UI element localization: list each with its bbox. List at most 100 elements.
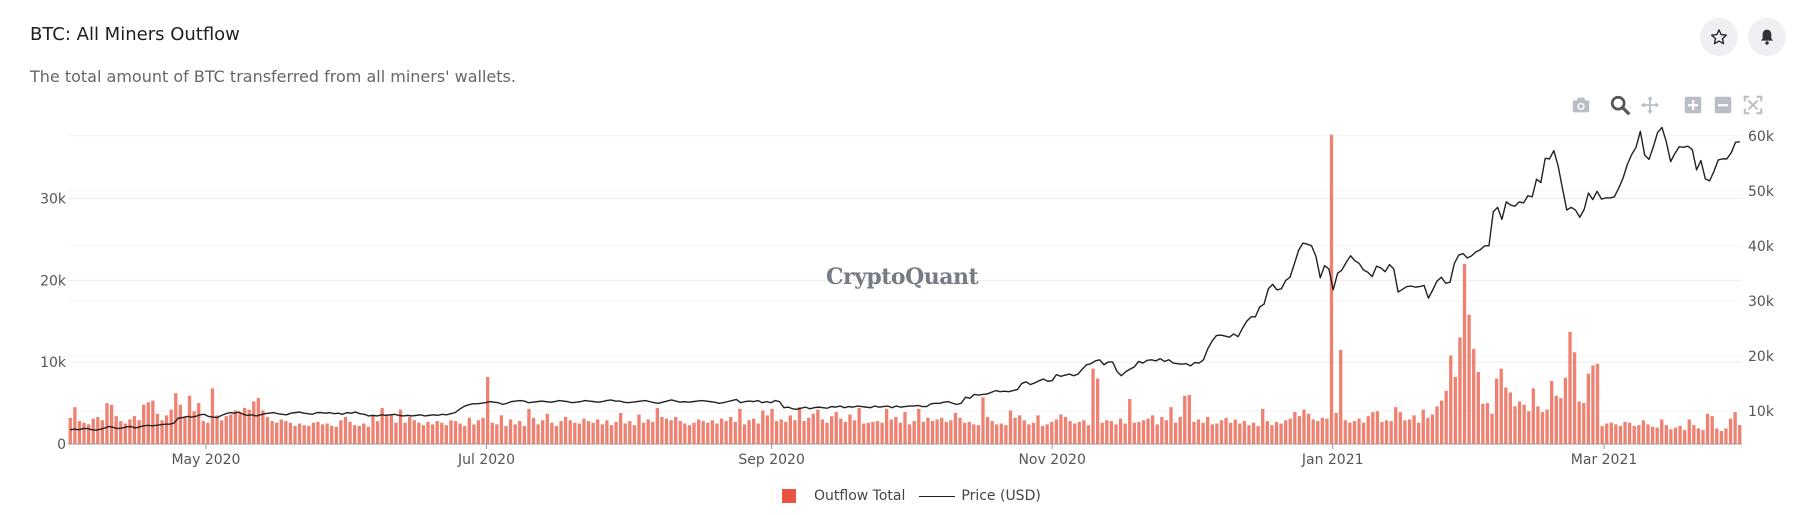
bar[interactable] [1527,411,1531,444]
bar[interactable] [981,397,985,444]
bar[interactable] [1068,421,1072,444]
bar[interactable] [1339,349,1343,444]
bar[interactable] [114,416,118,444]
bar[interactable] [174,393,178,444]
bar[interactable] [458,423,462,444]
bar[interactable] [1719,430,1724,444]
bar[interactable] [1050,421,1054,444]
bar[interactable] [605,420,609,444]
bar[interactable] [619,412,623,444]
bar[interactable] [729,416,733,444]
bar[interactable] [866,422,870,444]
bar[interactable] [1389,421,1393,444]
bar[interactable] [1128,398,1132,444]
bar[interactable] [1261,408,1265,444]
bar[interactable] [1077,421,1081,444]
bar[interactable] [816,409,820,444]
bar[interactable] [169,409,173,444]
bar[interactable] [1371,412,1375,444]
bar[interactable] [1059,414,1063,444]
bar[interactable] [1728,418,1733,444]
bar[interactable] [1692,425,1696,444]
favorite-button[interactable] [1700,18,1738,56]
bar[interactable] [1215,423,1219,444]
bar[interactable] [1270,425,1274,444]
bar[interactable] [91,418,95,444]
bar[interactable] [1091,368,1095,444]
bar[interactable] [137,420,141,444]
bar[interactable] [1380,421,1384,444]
bar[interactable] [1696,428,1701,444]
bar[interactable] [187,395,192,444]
bar[interactable] [1398,412,1402,444]
bar[interactable] [293,425,297,444]
bar[interactable] [1705,413,1710,444]
bar[interactable] [1715,428,1719,444]
bar[interactable] [1247,425,1251,444]
bar[interactable] [1114,424,1118,444]
bar[interactable] [210,388,215,444]
bar[interactable] [1155,424,1159,444]
bar[interactable] [215,415,219,444]
bar[interactable] [302,425,306,444]
bar[interactable] [1472,349,1476,444]
bar[interactable] [1027,424,1031,444]
bar[interactable] [1476,371,1480,444]
bar[interactable] [985,416,990,444]
bar[interactable] [307,425,311,444]
bar[interactable] [696,419,701,444]
bar[interactable] [1664,425,1668,444]
bar[interactable] [463,425,467,444]
bar[interactable] [132,416,137,444]
bar[interactable] [1288,418,1292,444]
bar[interactable] [1710,416,1714,444]
bar[interactable] [224,416,228,444]
bar[interactable] [921,421,925,444]
bar[interactable] [843,421,848,444]
bar[interactable] [1343,420,1347,444]
bar[interactable] [1132,422,1136,444]
bar[interactable] [430,424,435,444]
bar[interactable] [600,424,604,444]
bar[interactable] [784,421,788,444]
bar[interactable] [1265,421,1269,444]
bar[interactable] [1105,420,1109,444]
bar[interactable] [756,423,760,444]
bar[interactable] [284,421,288,444]
autoscale-icon[interactable] [1742,94,1764,116]
bar[interactable] [77,421,82,444]
bar[interactable] [109,404,114,444]
bar[interactable] [417,422,421,444]
bar[interactable] [394,422,398,444]
bar[interactable] [1669,429,1673,444]
bar[interactable] [1683,430,1687,444]
bar[interactable] [408,416,412,444]
bar[interactable] [513,424,517,444]
bar[interactable] [646,419,650,444]
bar[interactable] [1118,418,1123,444]
bar[interactable] [1439,400,1444,444]
bar[interactable] [100,420,105,444]
bar[interactable] [1738,425,1742,444]
bar[interactable] [1426,417,1430,444]
bar[interactable] [1499,368,1503,444]
bar[interactable] [1325,418,1329,444]
bar[interactable] [917,408,921,444]
bar[interactable] [142,404,146,444]
bar[interactable] [958,417,962,444]
bar[interactable] [330,425,334,444]
bar[interactable] [1508,392,1513,444]
bar[interactable] [651,421,655,444]
bar[interactable] [357,425,361,444]
bar[interactable] [1421,409,1425,444]
bar[interactable] [1637,425,1641,444]
bar[interactable] [1284,420,1288,444]
bar[interactable] [637,414,641,444]
bar[interactable] [1632,425,1636,444]
bar[interactable] [802,421,806,444]
bar[interactable] [1618,425,1623,444]
bar[interactable] [1022,420,1026,444]
bar[interactable] [715,423,719,444]
bar[interactable] [1545,409,1549,444]
bar[interactable] [912,421,916,444]
